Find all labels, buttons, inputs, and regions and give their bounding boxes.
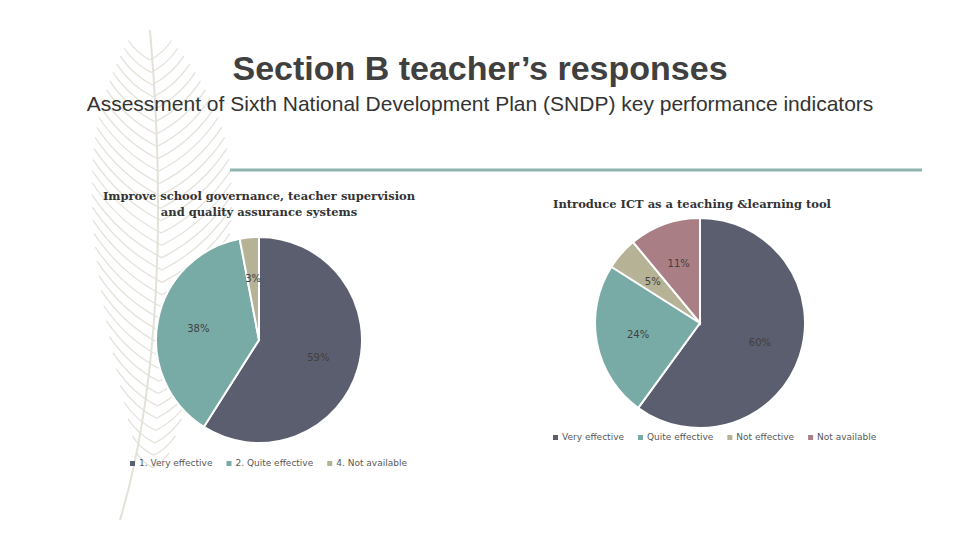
legend-swatch [226, 461, 231, 466]
data-label: 38% [187, 323, 209, 334]
pie-slices [156, 237, 362, 443]
data-label: 3% [245, 273, 261, 284]
feather-barb [155, 419, 182, 443]
feather-barb [120, 385, 157, 418]
feather-barb [159, 127, 221, 183]
feather-barb [128, 419, 155, 443]
feather-barb [92, 195, 162, 258]
pie-chart: Introduce ICT as a teaching &learning to… [553, 197, 877, 442]
legend-item: Not available [808, 432, 877, 442]
feather-barb [93, 220, 162, 282]
legend-item: Not effective [727, 432, 794, 442]
data-label: 24% [627, 329, 649, 340]
data-label: 11% [668, 258, 690, 269]
data-label: 5% [645, 276, 661, 287]
pie-slice [633, 218, 700, 323]
text-line: Assessment of Sixth National Development… [87, 92, 874, 115]
slide-subtitle: Assessment of Sixth National Development… [87, 92, 874, 115]
feather-barb [124, 48, 151, 72]
feather-barb [124, 402, 156, 431]
feather-barb [150, 41, 172, 60]
legend-swatch [638, 435, 643, 440]
feather-barb [106, 321, 159, 369]
legend: Very effective Quite effective Not effecti… [553, 432, 877, 442]
slide-title: Section B teacher’s responses [232, 49, 727, 87]
legend: 1. Very effective 2. Quite effective 4. No… [130, 458, 407, 468]
legend-label: 2. Quite effective [235, 458, 313, 468]
text-line: and quality assurance systems [161, 205, 357, 219]
legend-swatch [130, 461, 135, 466]
text-line: Improve school governance, teacher super… [103, 189, 416, 203]
legend-label: Very effective [562, 432, 624, 442]
slide: Section B teacher’s responses Assessment … [0, 0, 960, 540]
legend-swatch [327, 461, 332, 466]
legend-item: Very effective [553, 432, 624, 442]
chart-title: Introduce ICT as a teaching &learning to… [553, 197, 832, 211]
data-labels: 59% 38% 3% [187, 273, 329, 363]
feather-barb [132, 436, 154, 455]
chart-title: Improve school governance, teacher super… [103, 189, 416, 219]
feather-barb [92, 207, 162, 270]
pie-slice [240, 237, 259, 340]
feather-barb [120, 56, 152, 85]
feather-barb [154, 436, 176, 455]
data-label: 59% [307, 352, 329, 363]
legend-label: Not effective [736, 432, 794, 442]
feather-barb [152, 56, 184, 85]
pie-slice [156, 239, 259, 427]
text-line: Introduce ICT as a teaching &learning to… [553, 197, 832, 211]
legend-item: 1. Very effective [130, 458, 213, 468]
legend-label: 1. Very effective [139, 458, 213, 468]
feather-barb [101, 108, 158, 159]
legend-swatch [727, 435, 732, 440]
feather-barb [94, 233, 162, 294]
feather-barb [104, 306, 161, 357]
data-label: 60% [749, 337, 771, 348]
pie-chart: Improve school governance, teacher super… [103, 189, 416, 468]
feather-barb [116, 369, 157, 406]
legend-label: 4. Not available [336, 458, 407, 468]
data-labels: 60% 24% 5% 11% [627, 258, 771, 348]
legend-item: Quite effective [638, 432, 714, 442]
legend-swatch [553, 435, 558, 440]
pie-slices [595, 218, 805, 428]
legend-item: 4. Not available [327, 458, 407, 468]
legend-label: Not available [817, 432, 877, 442]
legend-swatch [808, 435, 813, 440]
separator [230, 169, 922, 172]
legend-item: 2. Quite effective [226, 458, 313, 468]
legend-label: Quite effective [647, 432, 714, 442]
